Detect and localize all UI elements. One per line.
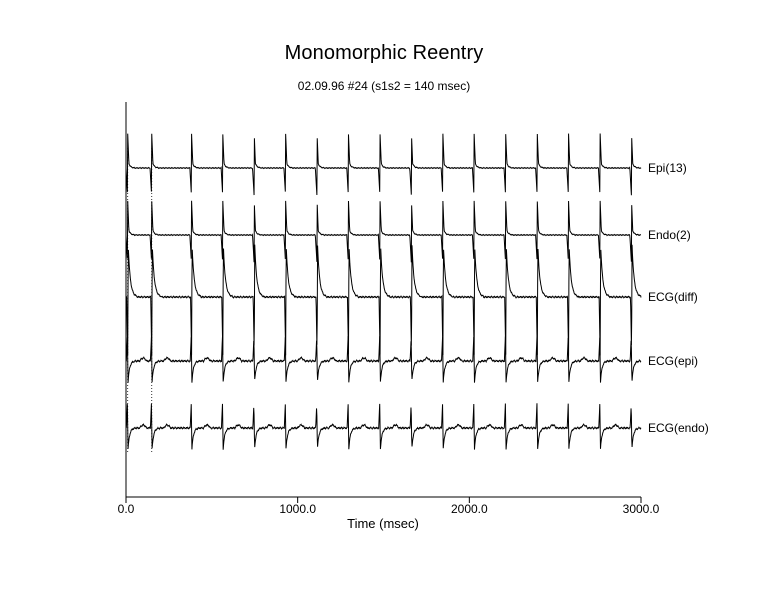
x-tick-label: 1000.0 [279,502,316,516]
series-label: ECG(epi) [648,354,698,368]
chart-title: Monomorphic Reentry [284,42,484,64]
series-label: ECG(endo) [648,421,709,435]
series-label: ECG(diff) [648,290,698,304]
series-label: Endo(2) [648,228,691,242]
x-tick-label: 2000.0 [451,502,488,516]
x-axis-label: Time (msec) [347,516,419,531]
x-ticks: 0.0 1000.0 2000.0 3000.0 [118,497,660,516]
axes: Time (msec) [125,102,641,531]
series-trace [125,200,642,263]
x-tick-label: 3000.0 [623,502,660,516]
trace-labels: Epi(13) Endo(2) ECG(diff) ECG(epi) ECG(endo) [648,161,709,435]
series-label: Epi(13) [648,161,687,175]
series-trace [125,403,642,450]
x-tick-label: 0.0 [118,502,135,516]
stimulus-markers [127,148,153,452]
chart-subtitle: 02.09.96 #24 (s1s2 = 140 msec) [297,79,471,93]
traces [125,133,642,450]
series-trace [125,336,642,383]
series-trace [125,244,642,356]
series-trace [125,133,642,196]
